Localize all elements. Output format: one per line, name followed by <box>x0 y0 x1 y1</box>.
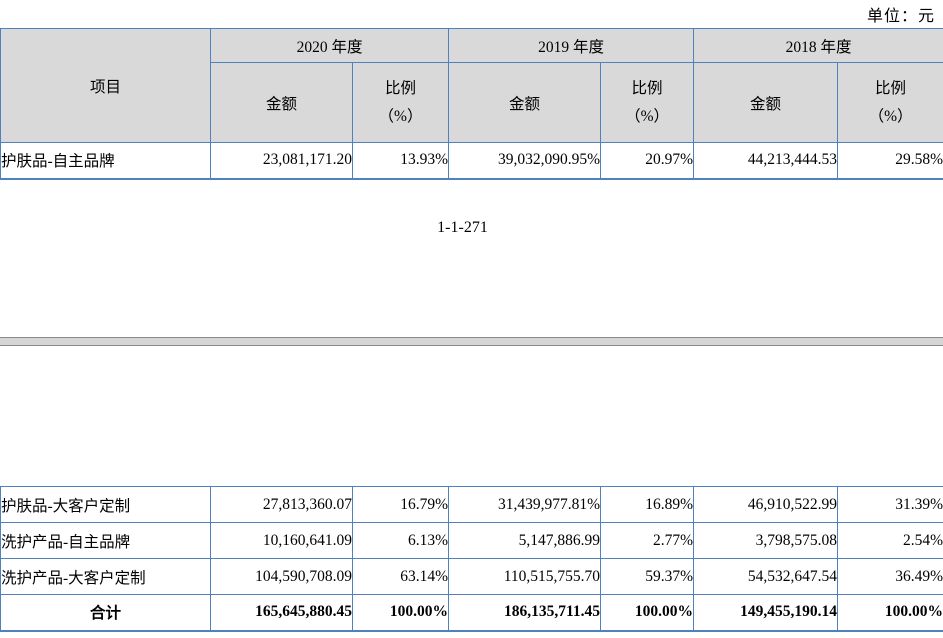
header-ratio-unit: （%） <box>868 107 913 125</box>
header-ratio-2020: 比例 （%） <box>351 62 450 143</box>
cell-2018-amount: 149,455,190.14 <box>693 594 838 632</box>
cell-2018-amount: 3,798,575.08 <box>693 522 838 559</box>
header-year-2019: 2019 年度 <box>448 28 695 63</box>
cell-label: 护肤品-大客户定制 <box>0 486 211 523</box>
cell-2019-ratio: 100.00% <box>600 594 694 632</box>
header-amount-2019: 金额 <box>448 62 602 143</box>
header-ratio-2018: 比例 （%） <box>837 62 943 143</box>
cell-label: 洗护产品-自主品牌 <box>0 522 211 559</box>
revenue-table-page2: 护肤品-大客户定制 27,813,360.07 16.79% 31,439,97… <box>0 486 943 632</box>
cell-2019-ratio: 59.37% <box>600 558 694 595</box>
cell-label: 洗护产品-大客户定制 <box>0 558 211 595</box>
table-header-year-row: 项目 2020 年度 2019 年度 2018 年度 <box>0 28 943 143</box>
cell-2018-amount: 46,910,522.99 <box>693 486 838 523</box>
page-separator <box>0 337 943 346</box>
page-number: 1-1-271 <box>437 219 488 236</box>
table-row: 护肤品-自主品牌 23,081,171.20 13.93% 39,032,090… <box>0 142 943 180</box>
header-year-2020: 2020 年度 <box>209 28 450 63</box>
cell-2019-amount: 110,515,755.70 <box>448 558 601 595</box>
header-amount-2020: 金额 <box>210 62 353 143</box>
cell-2020-ratio: 13.93% <box>351 142 450 180</box>
table-row: 洗护产品-大客户定制 104,590,708.09 63.14% 110,515… <box>0 558 943 595</box>
table-header-sub-row: 金额 比例 （%） 金额 比例 （%） 金额 比例 （%） <box>1 62 943 143</box>
cell-2018-ratio: 31.39% <box>837 486 943 523</box>
header-ratio-label: 比例 <box>631 79 663 97</box>
cell-2020-amount: 23,081,171.20 <box>210 142 353 180</box>
cell-2018-ratio: 29.58% <box>837 142 943 180</box>
cell-2020-amount: 104,590,708.09 <box>210 558 353 595</box>
header-ratio-label: 比例 <box>385 79 417 97</box>
cell-2019-amount: 39,032,090.95% <box>448 142 602 180</box>
header-year-2018: 2018 年度 <box>693 28 943 63</box>
cell-2018-ratio: 100.00% <box>837 594 943 632</box>
cell-2018-ratio: 2.54% <box>837 522 943 559</box>
cell-2020-ratio: 100.00% <box>352 594 449 632</box>
header-item: 项目 <box>0 28 211 143</box>
header-ratio-unit: （%） <box>378 107 423 125</box>
cell-2020-ratio: 63.14% <box>352 558 449 595</box>
cell-2019-amount: 31,439,977.81% <box>448 486 601 523</box>
cell-2020-amount: 165,645,880.45 <box>210 594 353 632</box>
header-amount-2018: 金额 <box>693 62 839 143</box>
revenue-table-page1: 项目 2020 年度 2019 年度 2018 年度 金额 比例 （%） 金额 … <box>0 28 943 180</box>
table-row-total: 合计 165,645,880.45 100.00% 186,135,711.45… <box>0 594 943 632</box>
cell-2019-ratio: 2.77% <box>600 522 694 559</box>
cell-label: 护肤品-自主品牌 <box>0 142 211 180</box>
cell-2019-ratio: 16.89% <box>600 486 694 523</box>
cell-2020-amount: 10,160,641.09 <box>210 522 353 559</box>
header-ratio-unit: （%） <box>625 107 669 125</box>
cell-label: 合计 <box>0 594 211 632</box>
header-ratio-2019: 比例 （%） <box>600 62 695 143</box>
cell-2020-amount: 27,813,360.07 <box>210 486 353 523</box>
unit-label: 单位：元 <box>866 8 935 25</box>
cell-2019-ratio: 20.97% <box>600 142 695 180</box>
header-ratio-label: 比例 <box>875 79 907 97</box>
cell-2018-amount: 44,213,444.53 <box>693 142 839 180</box>
cell-2018-amount: 54,532,647.54 <box>693 558 838 595</box>
table-row: 护肤品-大客户定制 27,813,360.07 16.79% 31,439,97… <box>0 486 943 523</box>
cell-2020-ratio: 6.13% <box>352 522 449 559</box>
cell-2019-amount: 186,135,711.45 <box>448 594 601 632</box>
cell-2019-amount: 5,147,886.99 <box>448 522 601 559</box>
cell-2020-ratio: 16.79% <box>352 486 449 523</box>
cell-2018-ratio: 36.49% <box>837 558 943 595</box>
table-row: 洗护产品-自主品牌 10,160,641.09 6.13% 5,147,886.… <box>0 522 943 559</box>
